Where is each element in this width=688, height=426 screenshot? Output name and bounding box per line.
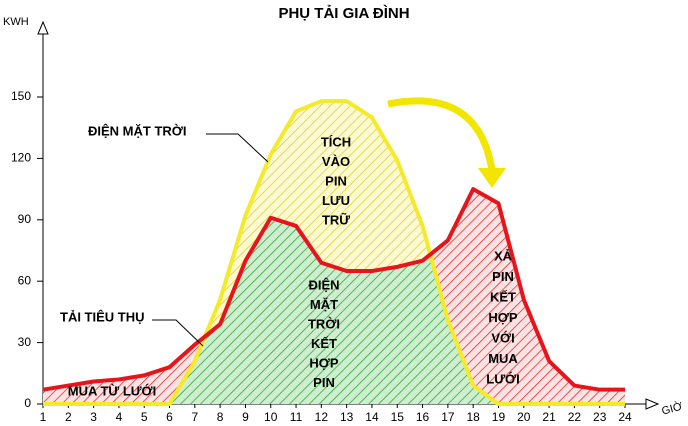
annotation: PIN xyxy=(492,269,514,284)
x-tick-label: 14 xyxy=(365,410,379,424)
annotation: TRỜI xyxy=(308,316,340,331)
x-tick-label: 15 xyxy=(391,410,405,424)
x-tick-label: 17 xyxy=(441,410,455,424)
y-tick-label: 90 xyxy=(18,212,32,226)
leader-line xyxy=(152,319,204,347)
x-axis-arrow xyxy=(645,398,660,410)
annotation: MẶT xyxy=(310,297,338,312)
x-tick-label: 21 xyxy=(542,410,556,424)
annotation: MUA xyxy=(488,351,518,366)
y-tick-label: 120 xyxy=(11,151,31,165)
annotation: TRỮ xyxy=(322,212,350,227)
y-axis-label: KWH xyxy=(3,16,29,28)
x-tick-label: 10 xyxy=(264,410,278,424)
annotation: PIN xyxy=(325,173,347,188)
series-label: ĐIỆN MẶT TRỜI xyxy=(88,123,186,138)
series-line xyxy=(43,99,625,406)
annotation: KẾT xyxy=(490,289,516,304)
x-axis-label: GIỜ xyxy=(660,400,684,418)
x-tick-label: 18 xyxy=(466,410,480,424)
storage-hatch xyxy=(43,101,625,390)
x-tick-label: 11 xyxy=(290,410,303,424)
y-tick-label: 60 xyxy=(18,273,32,287)
annotation: KẾT xyxy=(311,336,337,351)
x-tick-label: 5 xyxy=(141,410,148,424)
annotation: TÍCH xyxy=(321,134,351,149)
transfer-arrow-head xyxy=(478,168,506,188)
x-tick-label: 4 xyxy=(116,410,123,424)
y-tick-label: 30 xyxy=(18,335,32,349)
x-tick-label: 8 xyxy=(217,410,224,424)
annotation: HỢP xyxy=(488,310,517,325)
x-tick-label: 9 xyxy=(242,410,249,424)
x-tick-label: 19 xyxy=(492,410,506,424)
x-tick-label: 3 xyxy=(90,410,97,424)
annotation: PIN xyxy=(313,375,335,390)
x-tick-label: 1 xyxy=(40,410,47,424)
x-tick-label: 13 xyxy=(340,410,354,424)
series-line xyxy=(42,187,625,392)
annotation: LƯU xyxy=(322,193,350,208)
annotation: VÀO xyxy=(322,154,350,169)
x-tick-label: 24 xyxy=(618,410,632,424)
x-tick-label: 12 xyxy=(315,410,329,424)
annotation: HỢP xyxy=(309,355,338,370)
y-axis-arrow xyxy=(37,20,49,35)
leader-line xyxy=(206,133,269,163)
x-tick-label: 2 xyxy=(65,410,72,424)
x-tick-label: 7 xyxy=(191,410,198,424)
annotation: LƯỚI xyxy=(486,371,519,386)
x-tick-label: 23 xyxy=(593,410,607,424)
annotation: VỚI xyxy=(491,330,514,345)
y-tick-label: 0 xyxy=(24,396,31,410)
series-label: TẢI TIÊU THỤ xyxy=(60,309,145,324)
chart-title: PHỤ TẢI GIA ĐÌNH xyxy=(278,5,409,22)
x-tick-label: 6 xyxy=(166,410,173,424)
annotation: XẢ xyxy=(494,248,513,263)
x-tick-label: 22 xyxy=(568,410,582,424)
transfer-arrow xyxy=(387,97,496,171)
annotation: MUA TỪ LƯỚI xyxy=(68,383,157,398)
x-tick-label: 20 xyxy=(517,410,531,424)
y-tick-label: 150 xyxy=(11,89,31,103)
x-tick-label: 16 xyxy=(416,410,430,424)
annotation: ĐIỆN xyxy=(308,277,339,292)
